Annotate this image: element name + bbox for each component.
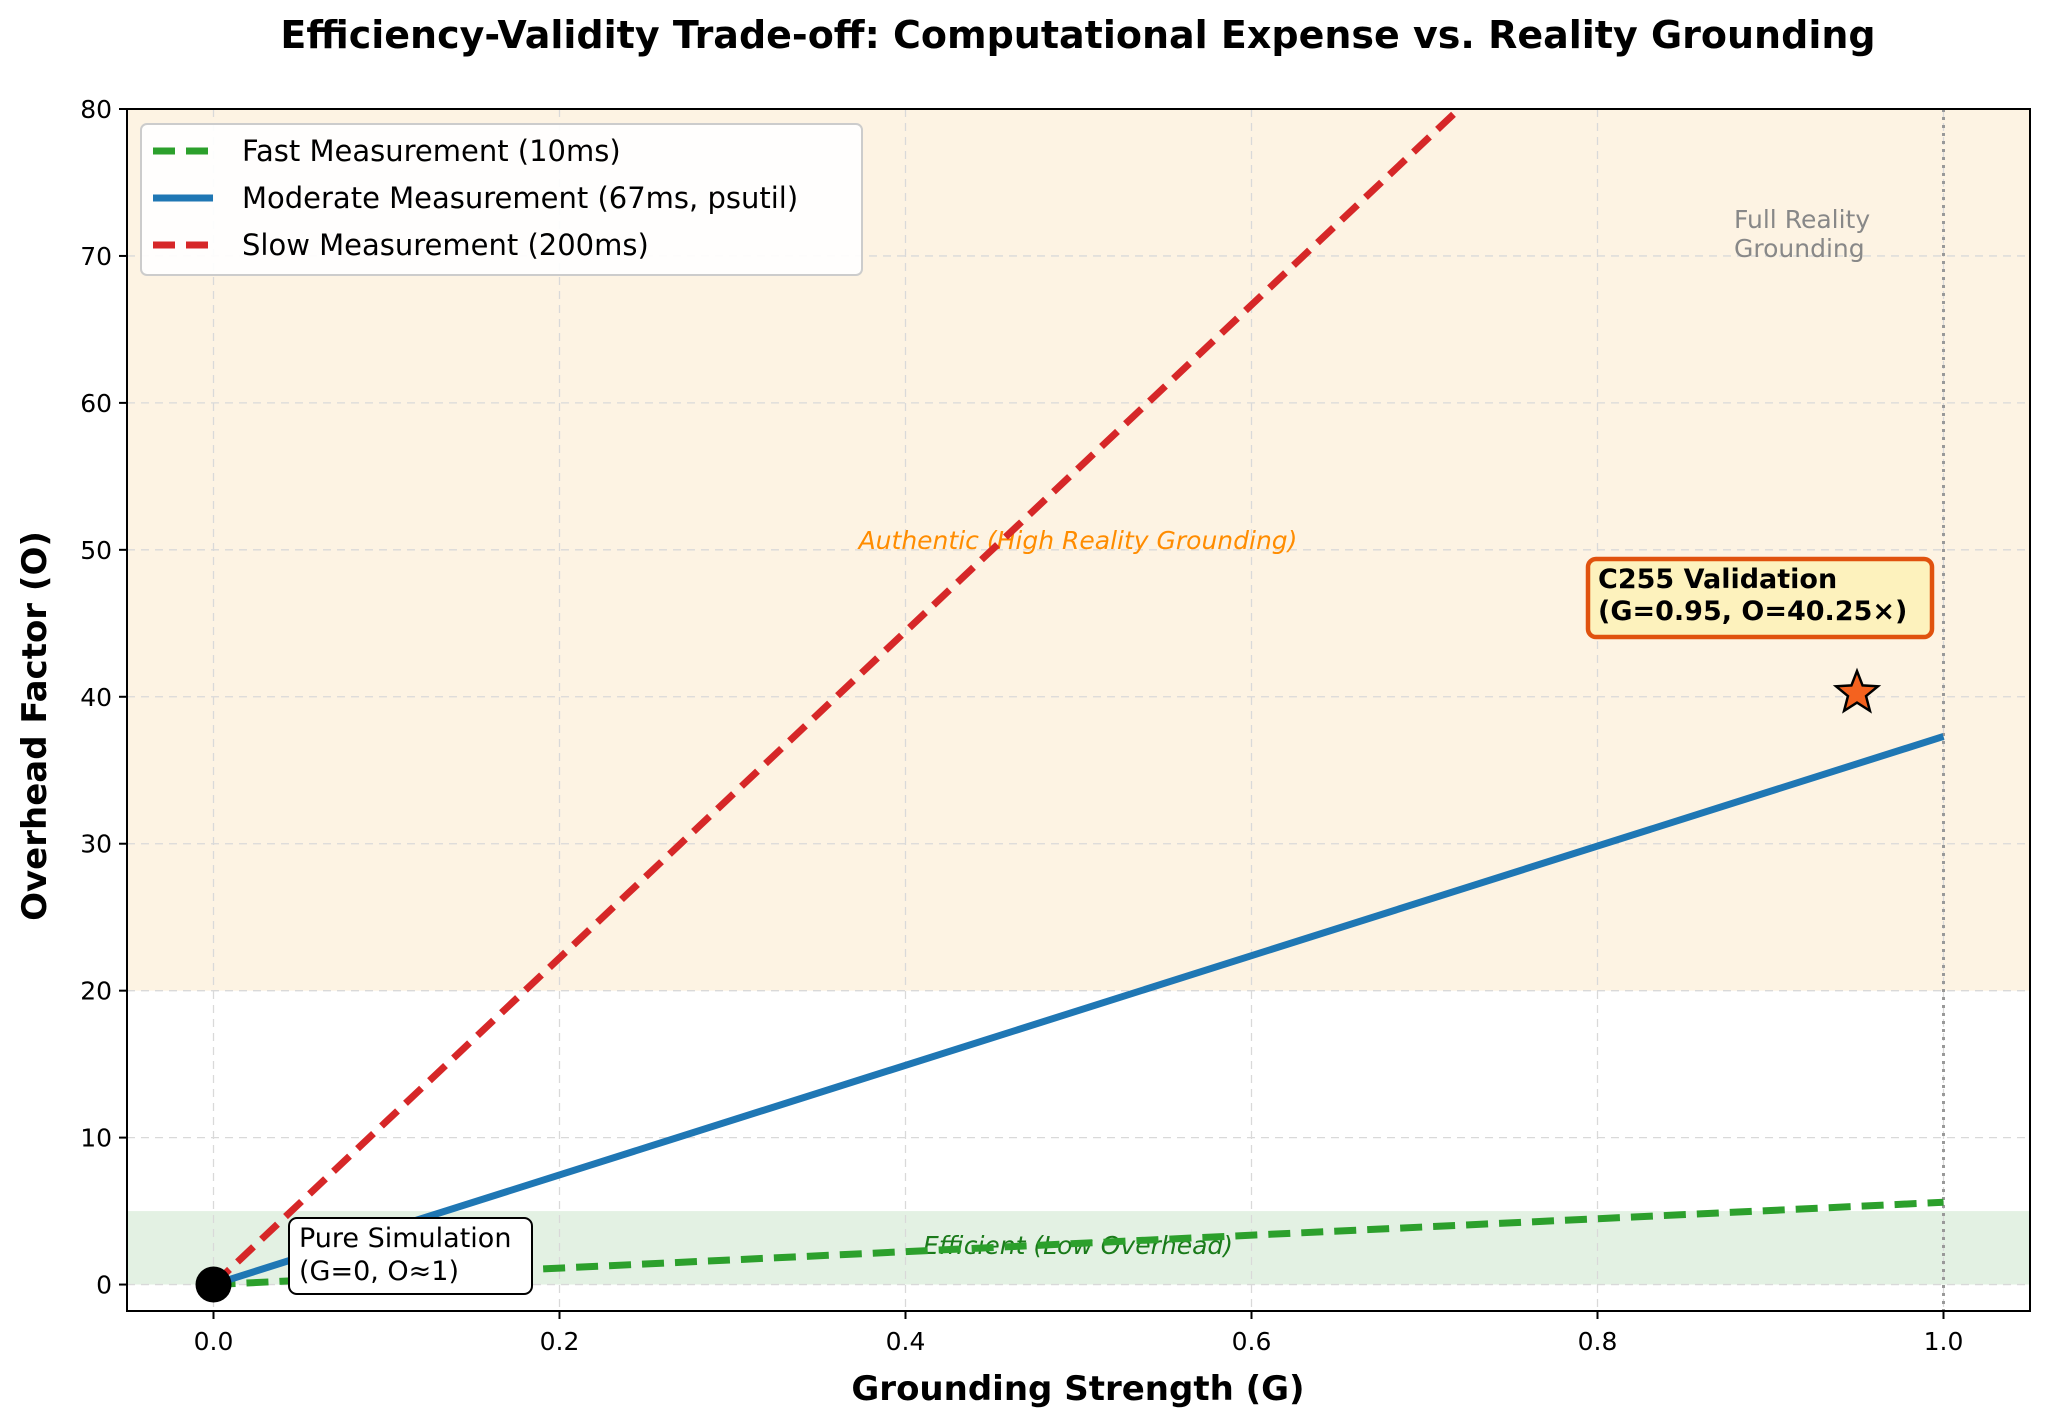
point-pure-simulation — [195, 1266, 232, 1303]
y-tick-label: 30 — [80, 830, 112, 859]
vline-label-line: Grounding — [1734, 234, 1865, 263]
x-tick-label: 0.0 — [194, 1327, 234, 1356]
legend-box — [140, 123, 863, 276]
y-tick-label: 80 — [80, 95, 112, 124]
legend-label-moderate-measurement-67ms-psutil: Moderate Measurement (67ms, psutil) — [242, 181, 798, 215]
annotation-box — [288, 1217, 533, 1295]
legend-label-slow-measurement-200ms: Slow Measurement (200ms) — [242, 228, 649, 262]
x-tick-label: 1.0 — [1924, 1327, 1964, 1356]
y-tick-label: 40 — [80, 683, 112, 712]
x-axis-label: Grounding Strength (G) — [851, 1369, 1304, 1409]
annotations: Pure Simulation(G=0, O≈1) C255 Validation… — [288, 556, 1935, 1295]
y-tick-label: 20 — [80, 977, 112, 1006]
annotation-line: C255 Validation — [1598, 564, 1837, 595]
series-lines — [211, 106, 1945, 1289]
annotation-line: (G=0, O≈1) — [299, 1256, 459, 1287]
plot-frame — [126, 108, 2031, 1312]
legend-label-fast-measurement-10ms: Fast Measurement (10ms) — [242, 134, 621, 168]
annotation-pure-simulation: Pure Simulation(G=0, O≈1) — [288, 1217, 533, 1295]
y-tick-label: 10 — [80, 1124, 112, 1153]
x-tick-label: 0.6 — [1232, 1327, 1272, 1356]
y-tick-label: 0 — [96, 1271, 112, 1300]
x-tick-label: 0.8 — [1578, 1327, 1618, 1356]
x-tick-label: 0.4 — [886, 1327, 926, 1356]
x-tick-label: 0.2 — [540, 1327, 580, 1356]
series-line-fast-measurement-10ms — [213, 1198, 1944, 1289]
y-tick-label: 70 — [80, 242, 112, 271]
series-line-slow-measurement-200ms — [211, 106, 1462, 1288]
tick-labels: 0.0 0.2 0.4 0.6 0.8 1.0 0 10 20 30 40 50 60 70 80 — [80, 95, 1963, 1356]
axes — [126, 108, 2031, 1312]
legend: Fast Measurement (10ms) Moderate Measurem… — [140, 123, 863, 276]
annotation-c255-validation: C255 Validation(G=0.95, O=40.25×) — [1585, 556, 1935, 640]
y-axis-label: Overhead Factor (O) — [15, 531, 55, 921]
y-tick-label: 50 — [80, 536, 112, 565]
region-label-authentic-high-reality-grounding: Authentic (High Reality Grounding) — [857, 526, 1298, 555]
annotation-line: Pure Simulation — [299, 1223, 511, 1254]
chart-title: Efficiency-Validity Trade-off: Computati… — [280, 13, 1875, 57]
annotated-points — [195, 667, 1882, 1303]
point-c255-validation — [1832, 667, 1882, 714]
annotation-line: (G=0.95, O=40.25×) — [1598, 596, 1907, 627]
y-tick-label: 60 — [80, 389, 112, 418]
annotation-box — [1585, 556, 1935, 640]
vline-label-line: Full Reality — [1734, 205, 1870, 234]
series-line-moderate-measurement-67ms-psutil — [212, 733, 1945, 1288]
